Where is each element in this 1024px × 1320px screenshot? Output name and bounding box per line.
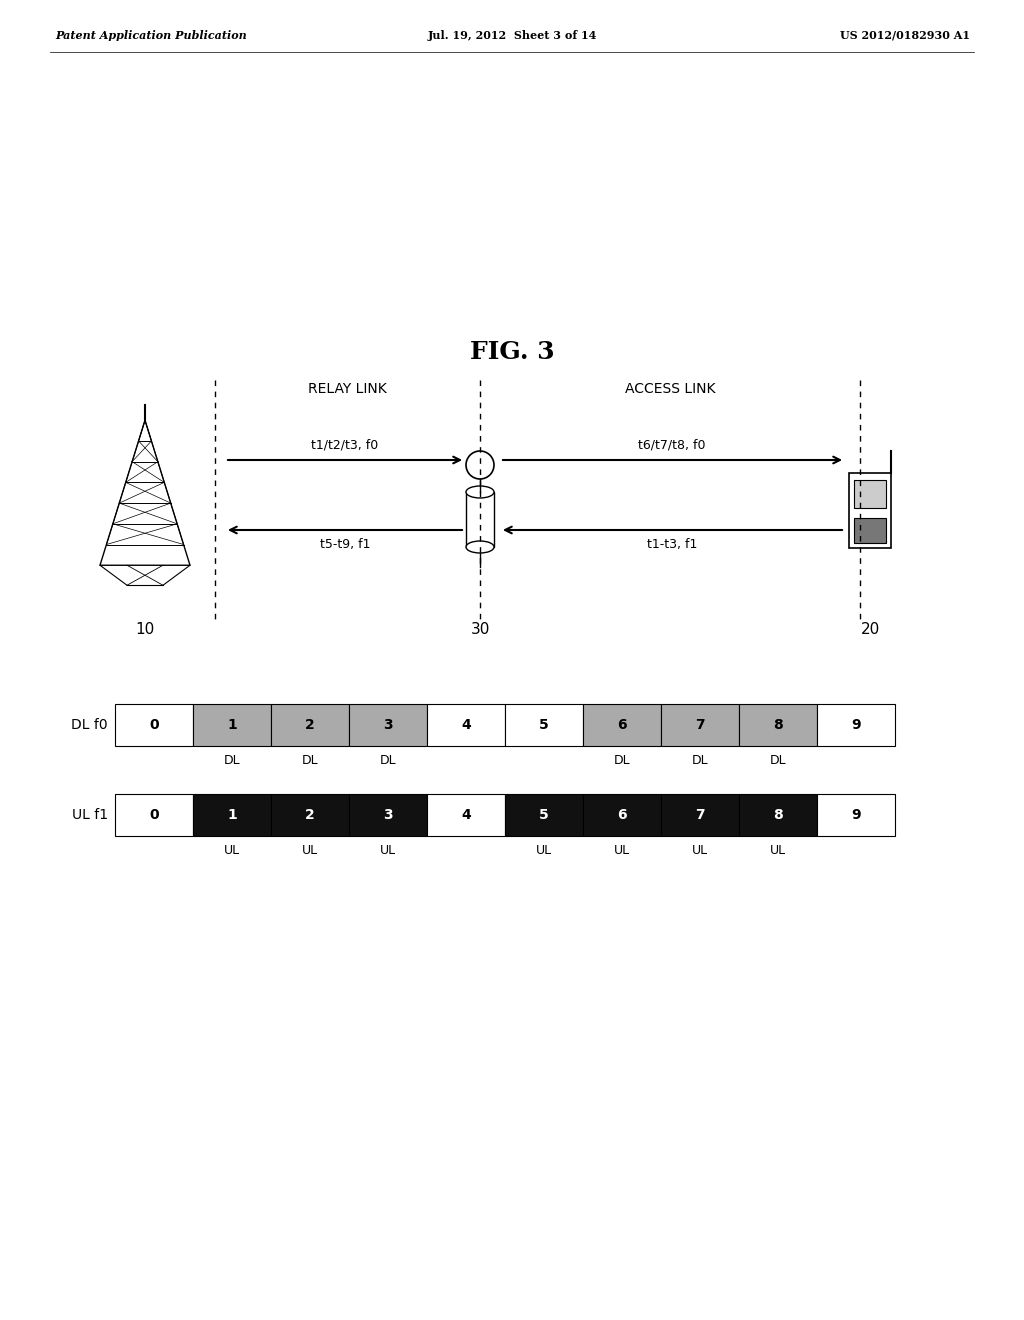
Text: UL: UL <box>692 843 708 857</box>
Text: 3: 3 <box>383 808 393 822</box>
Bar <box>739 795 817 836</box>
Text: t1/t2/t3, f0: t1/t2/t3, f0 <box>311 440 379 451</box>
Text: Patent Application Publication: Patent Application Publication <box>55 30 247 41</box>
Text: 8: 8 <box>773 808 783 822</box>
Text: DL: DL <box>380 754 396 767</box>
Text: UL: UL <box>224 843 240 857</box>
Text: 0: 0 <box>150 718 159 733</box>
Text: 8: 8 <box>773 718 783 733</box>
Text: DL: DL <box>302 754 318 767</box>
Text: 5: 5 <box>539 808 549 822</box>
Bar <box>427 795 505 836</box>
Text: DL: DL <box>770 754 786 767</box>
Text: 1: 1 <box>227 808 237 822</box>
Text: 7: 7 <box>695 718 705 733</box>
Text: 2: 2 <box>305 808 314 822</box>
Text: 6: 6 <box>617 718 627 733</box>
Text: 9: 9 <box>851 808 861 822</box>
Text: 20: 20 <box>860 622 880 638</box>
Text: 2: 2 <box>305 718 314 733</box>
Text: UL: UL <box>302 843 318 857</box>
Bar <box>115 704 193 746</box>
Bar <box>849 473 891 548</box>
Bar <box>662 795 739 836</box>
Text: DL: DL <box>223 754 241 767</box>
Text: 6: 6 <box>617 808 627 822</box>
Ellipse shape <box>466 486 494 498</box>
Text: DL: DL <box>691 754 709 767</box>
Text: 4: 4 <box>461 808 471 822</box>
Bar <box>349 795 427 836</box>
Bar <box>854 517 886 543</box>
Text: FIG. 3: FIG. 3 <box>470 341 554 364</box>
Text: 10: 10 <box>135 622 155 638</box>
Bar <box>349 704 427 746</box>
Bar <box>271 704 349 746</box>
Text: t1-t3, f1: t1-t3, f1 <box>647 539 697 550</box>
Bar <box>583 704 662 746</box>
Text: 9: 9 <box>851 718 861 733</box>
Text: ACCESS LINK: ACCESS LINK <box>625 381 715 396</box>
Bar <box>739 704 817 746</box>
Text: RELAY LINK: RELAY LINK <box>307 381 386 396</box>
Bar <box>466 492 494 546</box>
Text: 7: 7 <box>695 808 705 822</box>
Bar <box>193 704 271 746</box>
Text: UL: UL <box>770 843 786 857</box>
Text: 5: 5 <box>539 718 549 733</box>
Bar <box>854 480 886 508</box>
Bar <box>427 704 505 746</box>
Bar <box>505 704 583 746</box>
Text: 1: 1 <box>227 718 237 733</box>
Bar <box>115 795 193 836</box>
Ellipse shape <box>466 541 494 553</box>
Text: t5-t9, f1: t5-t9, f1 <box>319 539 371 550</box>
Text: 4: 4 <box>461 718 471 733</box>
Text: DL: DL <box>613 754 631 767</box>
Text: 0: 0 <box>150 808 159 822</box>
Text: US 2012/0182930 A1: US 2012/0182930 A1 <box>840 30 970 41</box>
Text: 30: 30 <box>470 622 489 638</box>
Bar <box>662 704 739 746</box>
Text: Jul. 19, 2012  Sheet 3 of 14: Jul. 19, 2012 Sheet 3 of 14 <box>427 30 597 41</box>
Text: UL: UL <box>614 843 630 857</box>
Bar <box>817 795 895 836</box>
Text: t6/t7/t8, f0: t6/t7/t8, f0 <box>638 440 706 451</box>
Text: UL: UL <box>380 843 396 857</box>
Bar <box>505 795 583 836</box>
Bar <box>817 704 895 746</box>
Bar <box>583 795 662 836</box>
Bar <box>193 795 271 836</box>
Text: UL: UL <box>536 843 552 857</box>
Text: 3: 3 <box>383 718 393 733</box>
Text: DL f0: DL f0 <box>72 718 108 733</box>
Bar <box>271 795 349 836</box>
Text: UL f1: UL f1 <box>72 808 108 822</box>
